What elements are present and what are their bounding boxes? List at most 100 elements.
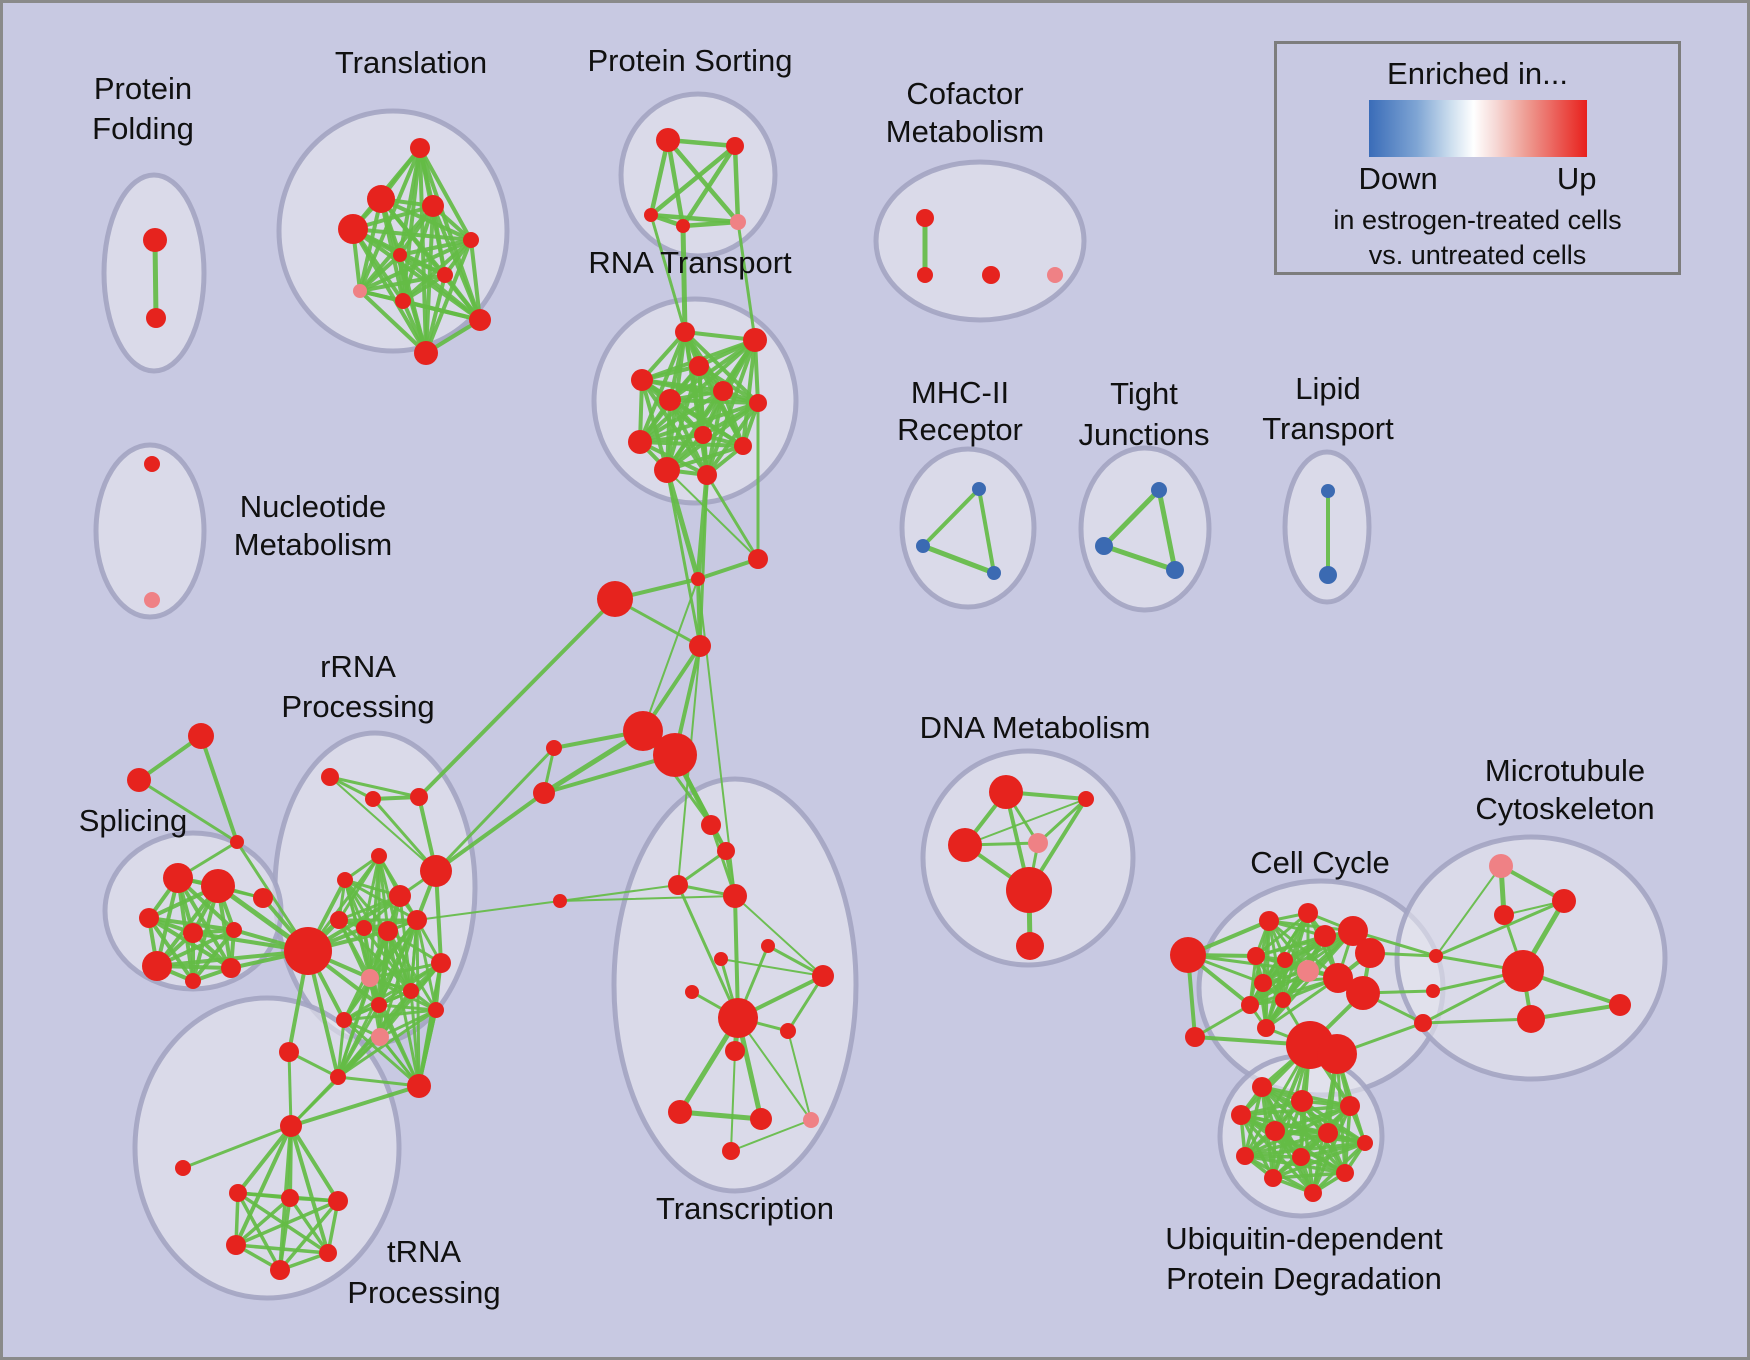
gene-set-node-18[interactable] — [675, 322, 695, 342]
gene-set-node-64[interactable] — [365, 791, 381, 807]
gene-set-node-137[interactable] — [1489, 854, 1513, 878]
gene-set-node-48[interactable] — [1095, 537, 1113, 555]
gene-set-node-130[interactable] — [1257, 1019, 1275, 1037]
gene-set-node-76[interactable] — [361, 969, 379, 987]
gene-set-node-101[interactable] — [812, 965, 834, 987]
gene-set-node-20[interactable] — [689, 356, 709, 376]
gene-set-node-61[interactable] — [185, 973, 201, 989]
gene-set-node-146[interactable] — [1231, 1105, 1251, 1125]
gene-set-node-29[interactable] — [697, 465, 717, 485]
gene-set-node-13[interactable] — [656, 128, 680, 152]
gene-set-node-105[interactable] — [725, 1041, 745, 1061]
gene-set-node-16[interactable] — [676, 219, 690, 233]
gene-set-node-59[interactable] — [226, 922, 242, 938]
gene-set-node-32[interactable] — [597, 581, 633, 617]
gene-set-node-154[interactable] — [1304, 1184, 1322, 1202]
gene-set-node-21[interactable] — [631, 369, 653, 391]
gene-set-node-133[interactable] — [1317, 1034, 1357, 1074]
gene-set-node-73[interactable] — [407, 910, 427, 930]
gene-set-node-149[interactable] — [1357, 1135, 1373, 1151]
gene-set-node-140[interactable] — [1502, 950, 1544, 992]
gene-set-node-2[interactable] — [410, 138, 430, 158]
gene-set-node-53[interactable] — [127, 768, 151, 792]
gene-set-node-33[interactable] — [689, 635, 711, 657]
gene-set-node-78[interactable] — [371, 997, 387, 1013]
gene-set-node-151[interactable] — [1292, 1148, 1310, 1166]
gene-set-node-49[interactable] — [1166, 561, 1184, 579]
gene-set-node-26[interactable] — [628, 430, 652, 454]
gene-set-node-88[interactable] — [229, 1184, 247, 1202]
gene-set-node-38[interactable] — [916, 209, 934, 227]
gene-set-node-95[interactable] — [717, 842, 735, 860]
gene-set-node-112[interactable] — [948, 828, 982, 862]
gene-set-node-150[interactable] — [1236, 1147, 1254, 1165]
gene-set-node-108[interactable] — [803, 1112, 819, 1128]
gene-set-node-72[interactable] — [378, 921, 398, 941]
gene-set-node-81[interactable] — [371, 1028, 389, 1046]
gene-set-node-7[interactable] — [393, 248, 407, 262]
gene-set-node-68[interactable] — [420, 855, 452, 887]
gene-set-node-30[interactable] — [748, 549, 768, 569]
gene-set-node-37[interactable] — [533, 782, 555, 804]
gene-set-node-127[interactable] — [1254, 974, 1272, 992]
gene-set-node-110[interactable] — [989, 775, 1023, 809]
gene-set-node-147[interactable] — [1265, 1121, 1285, 1141]
gene-set-node-11[interactable] — [469, 309, 491, 331]
gene-set-node-131[interactable] — [1346, 976, 1380, 1010]
gene-set-node-134[interactable] — [1429, 949, 1443, 963]
gene-set-node-87[interactable] — [175, 1160, 191, 1176]
gene-set-node-120[interactable] — [1314, 925, 1336, 947]
gene-set-node-47[interactable] — [1151, 482, 1167, 498]
gene-set-node-12[interactable] — [414, 341, 438, 365]
gene-set-node-46[interactable] — [987, 566, 1001, 580]
gene-set-node-96[interactable] — [668, 875, 688, 895]
gene-set-node-69[interactable] — [389, 885, 411, 907]
gene-set-node-71[interactable] — [356, 920, 372, 936]
gene-set-node-94[interactable] — [701, 815, 721, 835]
gene-set-node-43[interactable] — [144, 592, 160, 608]
gene-set-node-102[interactable] — [685, 985, 699, 999]
gene-set-node-50[interactable] — [1321, 484, 1335, 498]
gene-set-node-141[interactable] — [1517, 1005, 1545, 1033]
gene-set-node-118[interactable] — [1259, 911, 1279, 931]
gene-set-node-5[interactable] — [422, 195, 444, 217]
gene-set-node-55[interactable] — [163, 863, 193, 893]
gene-set-node-3[interactable] — [367, 185, 395, 213]
gene-set-node-100[interactable] — [761, 939, 775, 953]
gene-set-node-60[interactable] — [142, 951, 172, 981]
gene-set-node-145[interactable] — [1340, 1096, 1360, 1116]
gene-set-node-79[interactable] — [428, 1002, 444, 1018]
gene-set-node-74[interactable] — [431, 953, 451, 973]
gene-set-node-144[interactable] — [1291, 1090, 1313, 1112]
gene-set-node-99[interactable] — [714, 952, 728, 966]
gene-set-node-28[interactable] — [654, 457, 680, 483]
gene-set-node-1[interactable] — [146, 308, 166, 328]
gene-set-node-63[interactable] — [321, 768, 339, 786]
gene-set-node-93[interactable] — [270, 1260, 290, 1280]
gene-set-node-98[interactable] — [553, 894, 567, 908]
gene-set-node-121[interactable] — [1338, 916, 1368, 946]
gene-set-node-44[interactable] — [972, 482, 986, 496]
gene-set-node-138[interactable] — [1552, 889, 1576, 913]
gene-set-node-117[interactable] — [1185, 1027, 1205, 1047]
gene-set-node-8[interactable] — [437, 267, 453, 283]
gene-set-node-129[interactable] — [1241, 996, 1259, 1014]
gene-set-node-122[interactable] — [1247, 947, 1265, 965]
gene-set-node-104[interactable] — [780, 1023, 796, 1039]
gene-set-node-56[interactable] — [201, 869, 235, 903]
gene-set-node-111[interactable] — [1078, 791, 1094, 807]
gene-set-node-116[interactable] — [1170, 937, 1206, 973]
gene-set-node-123[interactable] — [1277, 952, 1293, 968]
gene-set-node-143[interactable] — [1252, 1077, 1272, 1097]
gene-set-node-92[interactable] — [319, 1244, 337, 1262]
gene-set-node-83[interactable] — [330, 1069, 346, 1085]
gene-set-node-62[interactable] — [221, 958, 241, 978]
gene-set-node-126[interactable] — [1355, 938, 1385, 968]
gene-set-node-58[interactable] — [183, 923, 203, 943]
gene-set-node-139[interactable] — [1494, 905, 1514, 925]
gene-set-node-34[interactable] — [623, 711, 663, 751]
gene-set-node-89[interactable] — [281, 1189, 299, 1207]
gene-set-node-0[interactable] — [143, 228, 167, 252]
gene-set-node-91[interactable] — [226, 1235, 246, 1255]
gene-set-node-152[interactable] — [1336, 1164, 1354, 1182]
